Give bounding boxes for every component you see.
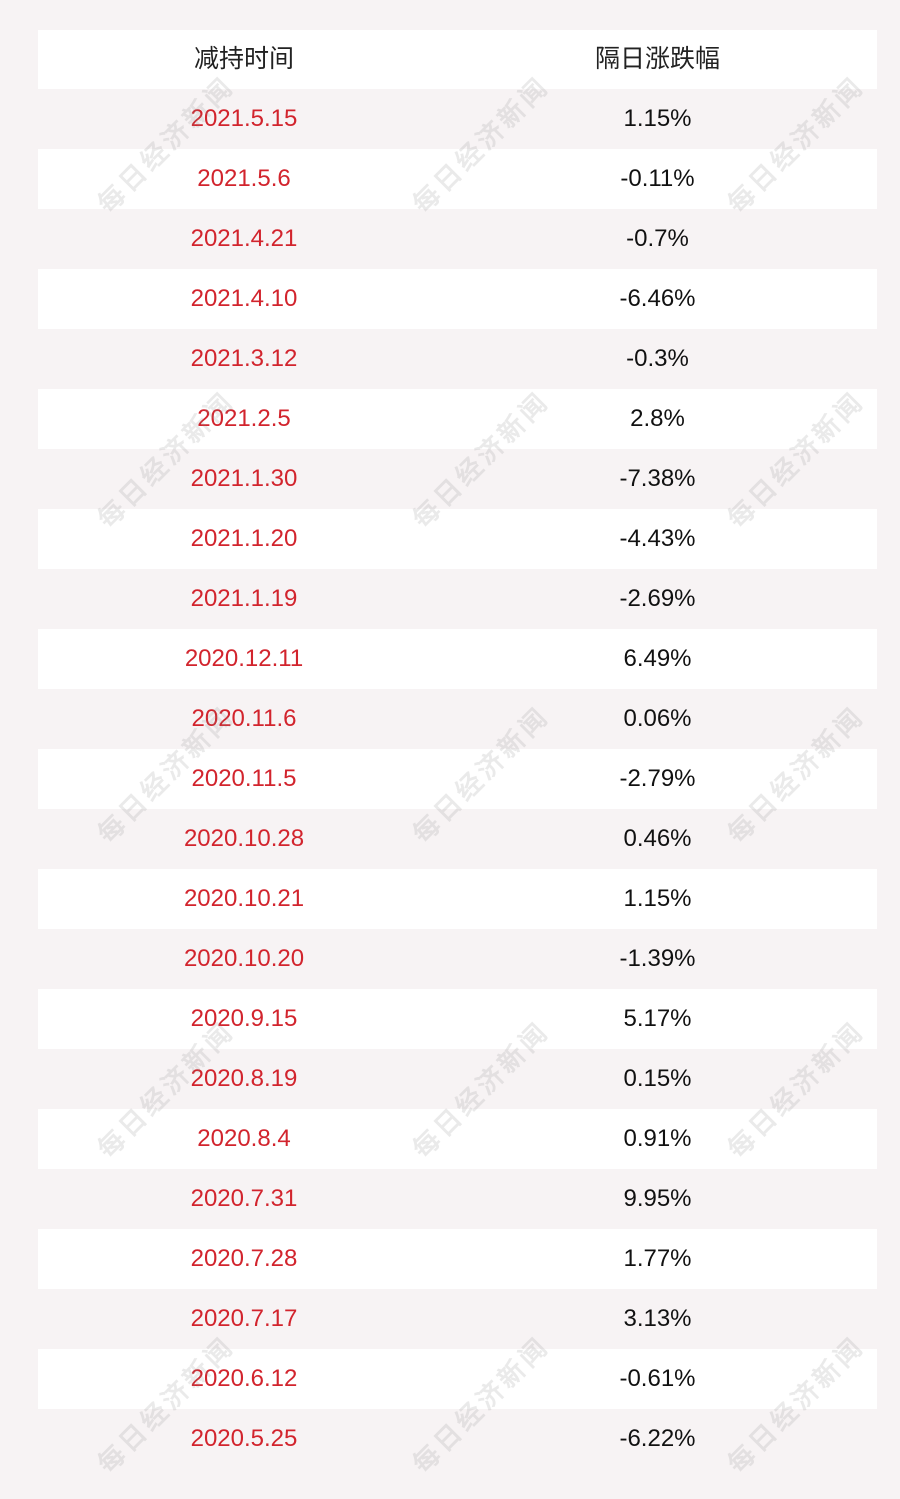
reduction-date: 2020.10.21 [183,885,305,912]
next-day-change: 3.13% [623,1305,692,1332]
reduction-date: 2020.6.12 [190,1365,298,1392]
table-row: 2021.1.20 -4.43% [38,509,877,569]
table-row: 2020.11.6 0.06% [38,689,877,749]
reduction-date: 2020.11.5 [191,765,297,792]
next-day-change: 0.15% [623,1065,692,1092]
next-day-change: -4.43% [619,525,696,552]
reduction-date: 2020.7.31 [190,1185,298,1212]
table-row: 2020.10.21 1.15% [38,869,877,929]
reduction-date: 2020.8.19 [190,1065,298,1092]
table-row: 2021.3.12 -0.3% [38,329,877,389]
next-day-change: -6.22% [619,1425,696,1452]
reduction-date: 2021.4.21 [190,225,298,252]
table-row: 2020.11.5 -2.79% [38,749,877,809]
table-row: 2020.5.25 -6.22% [38,1409,877,1469]
table-row: 2020.8.4 0.91% [38,1109,877,1169]
data-table: 减持时间 隔日涨跌幅 2021.5.15 1.15% 2021.5.6 -0.11% 2… [38,30,877,1469]
table-row: 2020.9.15 5.17% [38,989,877,1049]
table-row: 2021.1.30 -7.38% [38,449,877,509]
reduction-date: 2020.5.25 [190,1425,298,1452]
table-row: 2020.8.19 0.15% [38,1049,877,1109]
next-day-change: -0.61% [619,1365,696,1392]
table-row: 2021.5.15 1.15% [38,89,877,149]
next-day-change: 2.8% [630,405,685,432]
next-day-change: -2.69% [619,585,696,612]
reduction-date: 2021.2.5 [197,405,291,432]
reduction-date: 2020.10.28 [183,825,305,852]
next-day-change: 0.46% [623,825,692,852]
next-day-change: 1.77% [623,1245,692,1272]
reduction-date: 2021.5.6 [197,165,291,192]
table-row: 2021.5.6 -0.11% [38,149,877,209]
reduction-date: 2021.1.20 [190,525,298,552]
next-day-change: 0.06% [623,705,692,732]
table-row: 2020.7.28 1.77% [38,1229,877,1289]
reduction-date: 2021.1.19 [190,585,298,612]
next-day-change: 9.95% [623,1185,692,1212]
table-row: 2020.6.12 -0.61% [38,1349,877,1409]
header-date: 减持时间 [193,45,294,73]
table-header-row: 减持时间 隔日涨跌幅 [38,30,877,89]
table-row: 2020.10.20 -1.39% [38,929,877,989]
table-row: 2020.7.17 3.13% [38,1289,877,1349]
next-day-change: -0.3% [626,345,689,372]
table-row: 2021.4.21 -0.7% [38,209,877,269]
table-body: 2021.5.15 1.15% 2021.5.6 -0.11% 2021.4.21 -0.… [38,89,877,1469]
reduction-date: 2020.7.28 [190,1245,298,1272]
reduction-date: 2021.1.30 [190,465,298,492]
next-day-change: 1.15% [623,885,692,912]
reduction-date: 2020.9.15 [190,1005,298,1032]
table-row: 2021.1.19 -2.69% [38,569,877,629]
reduction-date: 2020.11.6 [191,705,297,732]
reduction-date: 2020.10.20 [183,945,305,972]
table-row: 2021.2.5 2.8% [38,389,877,449]
reduction-date: 2020.7.17 [190,1305,298,1332]
next-day-change: 5.17% [623,1005,692,1032]
header-change: 隔日涨跌幅 [594,45,720,73]
next-day-change: -6.46% [619,285,696,312]
next-day-change: -1.39% [619,945,696,972]
next-day-change: -0.7% [626,225,689,252]
next-day-change: -7.38% [619,465,696,492]
next-day-change: 6.49% [623,645,692,672]
reduction-date: 2020.12.11 [184,645,304,672]
reduction-date: 2021.5.15 [190,105,298,132]
table-row: 2021.4.10 -6.46% [38,269,877,329]
next-day-change: 0.91% [623,1125,692,1152]
next-day-change: -2.79% [619,765,696,792]
reduction-date: 2021.3.12 [190,345,298,372]
reduction-date: 2020.8.4 [197,1125,291,1152]
table-row: 2020.10.28 0.46% [38,809,877,869]
reduction-date: 2021.4.10 [190,285,298,312]
next-day-change: -0.11% [620,165,695,192]
next-day-change: 1.15% [623,105,692,132]
table-row: 2020.7.31 9.95% [38,1169,877,1229]
table-row: 2020.12.11 6.49% [38,629,877,689]
